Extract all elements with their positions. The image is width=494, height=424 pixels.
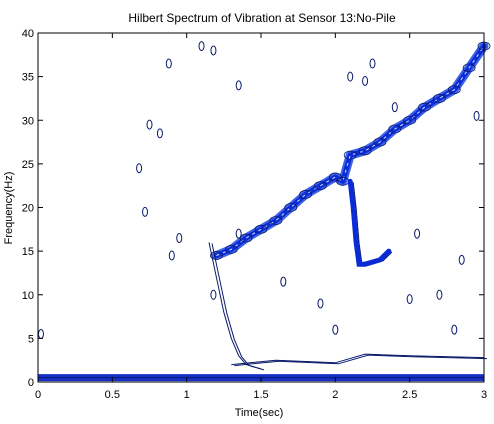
contour-island xyxy=(451,324,458,335)
contour-island xyxy=(391,102,398,113)
contour-island xyxy=(436,289,443,300)
contour-island xyxy=(210,289,217,300)
y-tick-label: 5 xyxy=(28,333,34,345)
chirp-blob xyxy=(328,172,342,182)
x-tick-label: 1 xyxy=(184,389,190,401)
series-lower-band xyxy=(231,353,488,367)
y-tick-label: 10 xyxy=(22,290,34,302)
chirp-blob xyxy=(343,150,357,160)
isolated-contours xyxy=(37,41,480,340)
contour-island xyxy=(332,324,339,335)
contour-island xyxy=(176,233,183,244)
series-falling-branch xyxy=(208,242,265,371)
chirp-blob xyxy=(284,203,298,212)
series-rising-chirp xyxy=(209,41,491,260)
chirp-core xyxy=(213,43,487,258)
contour-line-offset xyxy=(234,354,488,367)
contour-island xyxy=(165,58,172,69)
contour-island xyxy=(347,71,354,82)
y-tick-label: 40 xyxy=(22,28,34,40)
contour-island xyxy=(198,41,205,52)
chirp-blob xyxy=(269,216,283,225)
chirp-blob xyxy=(418,102,431,112)
chirp-blob xyxy=(432,94,446,103)
chirp-blob xyxy=(314,181,327,191)
contour-line-offset xyxy=(211,243,265,371)
chirp-blob xyxy=(403,115,417,125)
chirp-blob xyxy=(388,124,402,134)
contour-island xyxy=(369,58,376,69)
contour-line xyxy=(208,242,262,370)
y-tick-label: 20 xyxy=(22,203,34,215)
contour-island xyxy=(317,298,324,309)
chart-title: Hilbert Spectrum of Vibration at Sensor … xyxy=(128,11,396,25)
x-tick-label: 1.5 xyxy=(253,389,268,401)
chirp-blob xyxy=(447,85,461,95)
x-axis-label: Time(sec) xyxy=(235,407,283,419)
contour-island xyxy=(362,75,369,86)
x-tick-label: 2 xyxy=(332,389,338,401)
x-tick-label: 3 xyxy=(481,389,487,401)
contour-island xyxy=(458,254,465,265)
contour-island xyxy=(136,163,143,174)
contour-line xyxy=(231,353,485,366)
x-tick-label: 2.5 xyxy=(402,389,417,401)
series-dip-branch xyxy=(347,178,393,267)
contour-island xyxy=(168,250,175,261)
plot-frame xyxy=(37,32,485,383)
contour-island xyxy=(473,110,480,121)
y-tick-label: 25 xyxy=(22,159,34,171)
y-tick-label: 15 xyxy=(22,246,34,258)
chirp-blob xyxy=(299,190,313,199)
chirp-blob xyxy=(224,244,238,254)
contour-island xyxy=(37,329,44,340)
contour-island xyxy=(235,228,242,239)
contour-island xyxy=(156,128,163,139)
dip-core xyxy=(347,178,392,267)
chirp-blob xyxy=(373,137,387,147)
x-tick-label: 0.5 xyxy=(105,389,120,401)
plot-area xyxy=(37,41,491,382)
contour-island xyxy=(146,119,153,130)
y-tick-label: 30 xyxy=(22,115,34,127)
y-tick-label: 35 xyxy=(22,72,34,84)
chirp-blob xyxy=(462,63,476,73)
y-tick-label: 0 xyxy=(28,377,34,389)
x-tick-label: 0 xyxy=(35,389,41,401)
contour-island xyxy=(406,294,413,305)
y-axis-label: Frequency(Hz) xyxy=(3,172,15,245)
contour-island xyxy=(280,276,287,287)
chirp-blob xyxy=(209,251,223,260)
contour-island xyxy=(210,45,217,56)
chirp-blob xyxy=(358,146,372,156)
contour-island xyxy=(235,80,242,91)
contour-island xyxy=(414,228,421,239)
contour-island xyxy=(142,206,149,217)
chirp-blob xyxy=(254,224,268,234)
